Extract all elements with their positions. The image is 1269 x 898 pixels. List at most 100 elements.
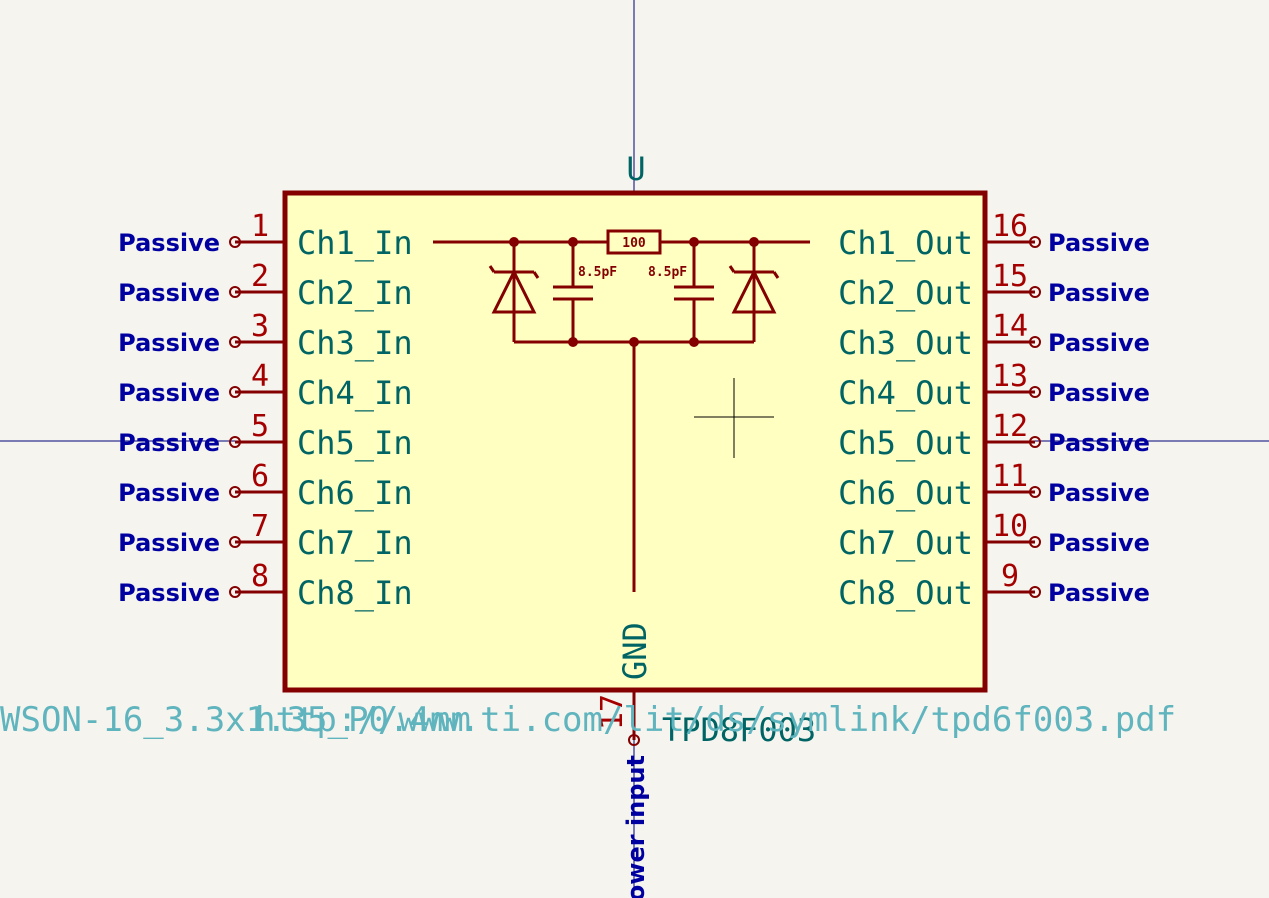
pin-11[interactable]: 11 Ch6_Out Passive xyxy=(838,459,1150,512)
pin-type: Passive xyxy=(118,229,220,257)
pin-connection-point[interactable] xyxy=(1029,386,1041,398)
pin-type: Passive xyxy=(118,529,220,557)
tvs-diode-left xyxy=(491,268,537,314)
pin-name: Ch7_In xyxy=(297,524,413,562)
pin-name: Ch3_Out xyxy=(838,324,973,362)
pin-13[interactable]: 13 Ch4_Out Passive xyxy=(838,359,1150,412)
pin-connection-point[interactable] xyxy=(1029,286,1041,298)
left-pin-group: 1 Ch1_In Passive 2 Ch2_In Passive 3 Ch3_In Passi… xyxy=(118,209,412,612)
pin-name: Ch5_In xyxy=(297,424,413,462)
pin-connection-point[interactable] xyxy=(1029,336,1041,348)
pin-type: Passive xyxy=(118,579,220,607)
pin-number: 6 xyxy=(251,459,269,494)
pin-10[interactable]: 10 Ch7_Out Passive xyxy=(838,509,1150,562)
pin-type: Passive xyxy=(118,279,220,307)
pin-number: 12 xyxy=(992,409,1028,444)
pin-type: Passive xyxy=(1048,229,1150,257)
tvs-diode-right xyxy=(731,268,777,314)
resistor-label: 100 xyxy=(622,236,646,251)
pin-connection-point[interactable] xyxy=(1029,536,1041,548)
pin-type: Passive xyxy=(1048,529,1150,557)
pin-name: Ch7_Out xyxy=(838,524,973,562)
pin-connection-point[interactable] xyxy=(229,436,241,448)
pin-number: 15 xyxy=(992,259,1028,294)
pin-number: 16 xyxy=(992,209,1028,244)
pin-connection-point[interactable] xyxy=(229,586,241,598)
pin-number: 14 xyxy=(992,309,1028,344)
pin-6[interactable]: 6 Ch6_In Passive xyxy=(118,459,412,512)
pin-connection-point[interactable] xyxy=(1029,586,1041,598)
circuit-junctions xyxy=(509,237,759,347)
pin-name: Ch8_In xyxy=(297,574,413,612)
pin-type: Passive xyxy=(1048,279,1150,307)
pin-name: Ch4_Out xyxy=(838,374,973,412)
pin-number: 4 xyxy=(251,359,269,394)
pin-17-name: GND xyxy=(616,622,654,680)
pin-connection-point[interactable] xyxy=(1029,436,1041,448)
pin-name: Ch6_Out xyxy=(838,474,973,512)
pin-name: Ch8_Out xyxy=(838,574,973,612)
pin-1[interactable]: 1 Ch1_In Passive xyxy=(118,209,412,262)
pin-16[interactable]: 16 Ch1_Out Passive xyxy=(838,209,1150,262)
pin-7[interactable]: 7 Ch7_In Passive xyxy=(118,509,412,562)
pin-name: Ch5_Out xyxy=(838,424,973,462)
pin-15[interactable]: 15 Ch2_Out Passive xyxy=(838,259,1150,312)
pin-number: 7 xyxy=(251,509,269,544)
pin-connection-point[interactable] xyxy=(229,286,241,298)
pin-number: 10 xyxy=(992,509,1028,544)
pin-number: 11 xyxy=(992,459,1028,494)
pin-name: Ch1_In xyxy=(297,224,413,262)
pin-17[interactable]: 17 GND Power input xyxy=(595,622,654,898)
pin-name: Ch6_In xyxy=(297,474,413,512)
pin-type: Passive xyxy=(118,329,220,357)
capacitor-right-label: 8.5pF xyxy=(648,265,687,280)
pin-17-number: 17 xyxy=(595,694,630,730)
pin-type: Passive xyxy=(1048,379,1150,407)
pin-12[interactable]: 12 Ch5_Out Passive xyxy=(838,409,1150,462)
pin-17-type: Power input xyxy=(622,755,650,898)
pin-type: Passive xyxy=(1048,329,1150,357)
pin-type: Passive xyxy=(1048,479,1150,507)
pin-type: Passive xyxy=(1048,429,1150,457)
pin-name: Ch3_In xyxy=(297,324,413,362)
footprint-field[interactable]: WSON-16_3.3x1.35_P0.4mm xyxy=(0,700,471,740)
datasheet-field[interactable]: http://www.ti.com/lit/ds/symlink/tpd6f00… xyxy=(255,700,1176,740)
pin-type: Passive xyxy=(118,429,220,457)
pin-number: 5 xyxy=(251,409,269,444)
pin-4[interactable]: 4 Ch4_In Passive xyxy=(118,359,412,412)
pin-connection-point[interactable] xyxy=(1029,236,1041,248)
value-field[interactable]: TPD8F003 xyxy=(662,711,816,749)
pin-5[interactable]: 5 Ch5_In Passive xyxy=(118,409,412,462)
pin-8[interactable]: 8 Ch8_In Passive xyxy=(118,559,412,612)
pin-type: Passive xyxy=(1048,579,1150,607)
pin-connection-point[interactable] xyxy=(229,386,241,398)
pin-connection-point[interactable] xyxy=(229,486,241,498)
capacitor-left-label: 8.5pF xyxy=(578,265,617,280)
pin-number: 8 xyxy=(251,559,269,594)
pin-2[interactable]: 2 Ch2_In Passive xyxy=(118,259,412,312)
internal-circuit xyxy=(433,229,810,592)
pin-name: Ch1_Out xyxy=(838,224,973,262)
pin-9[interactable]: 9 Ch8_Out Passive xyxy=(838,559,1150,612)
right-pin-group: 16 Ch1_Out Passive 15 Ch2_Out Passive 14 Ch3_Ou… xyxy=(838,209,1150,612)
pin-connection-point[interactable] xyxy=(1029,486,1041,498)
pin-type: Passive xyxy=(118,479,220,507)
pin-number: 9 xyxy=(1001,559,1019,594)
pin-name: Ch2_Out xyxy=(838,274,973,312)
pin-connection-point[interactable] xyxy=(229,336,241,348)
pin-17-connection-point[interactable] xyxy=(628,734,640,746)
pin-number: 2 xyxy=(251,259,269,294)
pin-3[interactable]: 3 Ch3_In Passive xyxy=(118,309,412,362)
resistor-symbol xyxy=(606,229,662,255)
pin-number: 3 xyxy=(251,309,269,344)
reference-designator[interactable]: U xyxy=(626,150,645,188)
pin-connection-point[interactable] xyxy=(229,536,241,548)
pin-number: 1 xyxy=(251,209,269,244)
pin-connection-point[interactable] xyxy=(229,236,241,248)
pin-type: Passive xyxy=(118,379,220,407)
pin-14[interactable]: 14 Ch3_Out Passive xyxy=(838,309,1150,362)
pin-name: Ch2_In xyxy=(297,274,413,312)
pin-name: Ch4_In xyxy=(297,374,413,412)
pin-number: 13 xyxy=(992,359,1028,394)
